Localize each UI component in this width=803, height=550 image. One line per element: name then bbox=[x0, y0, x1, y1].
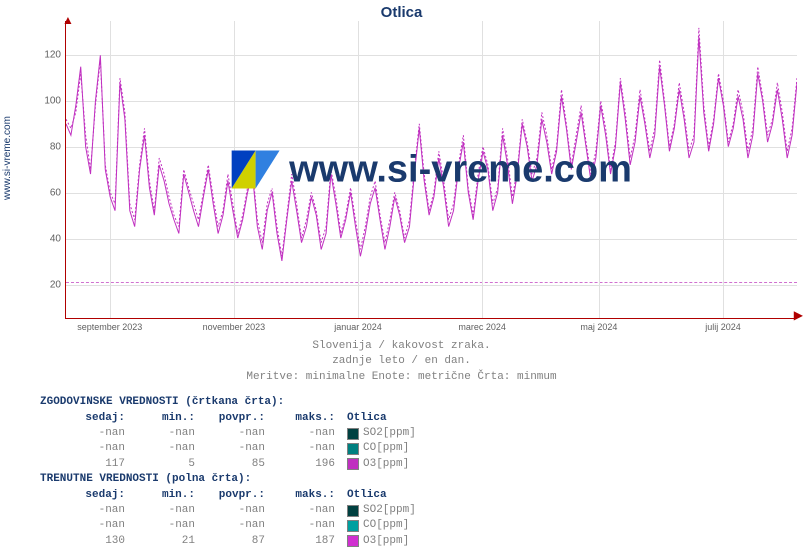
table-row: 117585196 O3[ppm] bbox=[40, 457, 803, 472]
legend-label: CO[ppm] bbox=[363, 518, 409, 533]
data-tables: ZGODOVINSKE VREDNOSTI (črtkana črta):sed… bbox=[40, 395, 803, 549]
table-cell: -nan bbox=[40, 503, 125, 518]
chart-area: 20 40 60 80 100 120 ▲ ▶ www.si-vreme.com sept… bbox=[35, 21, 797, 319]
table-row: -nan-nan-nan-nanCO[ppm] bbox=[40, 518, 803, 533]
table-cell: 85 bbox=[195, 457, 265, 472]
table-cell: -nan bbox=[265, 518, 335, 533]
y-tick-label: 20 bbox=[50, 279, 61, 290]
legend-label: O3[ppm] bbox=[363, 457, 409, 472]
table-columns-row: sedaj:min.:povpr.:maks.:Otlica bbox=[40, 411, 803, 426]
table-cell: -nan bbox=[195, 518, 265, 533]
table-cell: -nan bbox=[195, 503, 265, 518]
legend-header: Otlica bbox=[335, 411, 387, 426]
chart-title: Otlica bbox=[0, 0, 803, 21]
x-tick-label: marec 2024 bbox=[458, 318, 506, 332]
x-tick-label: januar 2024 bbox=[334, 318, 382, 332]
y-axis: 20 40 60 80 100 120 bbox=[35, 21, 63, 319]
legend-item: SO2[ppm] bbox=[335, 503, 416, 518]
x-tick-label: maj 2024 bbox=[580, 318, 617, 332]
table-columns-row: sedaj:min.:povpr.:maks.:Otlica bbox=[40, 488, 803, 503]
table-header: ZGODOVINSKE VREDNOSTI (črtkana črta): bbox=[40, 395, 803, 410]
legend-swatch-icon bbox=[347, 428, 359, 440]
table-col-header: povpr.: bbox=[195, 411, 265, 426]
table-cell: -nan bbox=[40, 441, 125, 456]
legend-item: O3[ppm] bbox=[335, 534, 409, 549]
table-cell: 187 bbox=[265, 534, 335, 549]
table-col-header: min.: bbox=[125, 411, 195, 426]
table-cell: -nan bbox=[265, 503, 335, 518]
table-row: -nan-nan-nan-nanSO2[ppm] bbox=[40, 503, 803, 518]
table-cell: -nan bbox=[40, 518, 125, 533]
table-col-header: povpr.: bbox=[195, 488, 265, 503]
table-cell: -nan bbox=[125, 441, 195, 456]
table-col-header: maks.: bbox=[265, 411, 335, 426]
caption-line-1: Slovenija / kakovost zraka. bbox=[0, 339, 803, 354]
table-cell: -nan bbox=[265, 426, 335, 441]
y-tick-label: 120 bbox=[44, 50, 61, 61]
table-cell: -nan bbox=[195, 426, 265, 441]
table-cell: 196 bbox=[265, 457, 335, 472]
table-cell: 5 bbox=[125, 457, 195, 472]
side-url-label: www.si-vreme.com bbox=[2, 116, 13, 200]
table-cell: -nan bbox=[195, 441, 265, 456]
y-tick-label: 100 bbox=[44, 96, 61, 107]
table-cell: 87 bbox=[195, 534, 265, 549]
table-col-header: sedaj: bbox=[40, 411, 125, 426]
legend-swatch-icon bbox=[347, 458, 359, 470]
caption-line-3: Meritve: minimalne Enote: metrične Črta:… bbox=[0, 370, 803, 385]
table-cell: -nan bbox=[125, 503, 195, 518]
legend-item: CO[ppm] bbox=[335, 441, 409, 456]
caption-line-2: zadnje leto / en dan. bbox=[0, 354, 803, 369]
legend-header: Otlica bbox=[335, 488, 387, 503]
series-svg bbox=[66, 21, 797, 318]
table-cell: 21 bbox=[125, 534, 195, 549]
legend-label: SO2[ppm] bbox=[363, 426, 416, 441]
table-cell: -nan bbox=[40, 426, 125, 441]
legend-swatch-icon bbox=[347, 505, 359, 517]
legend-label: O3[ppm] bbox=[363, 534, 409, 549]
table-cell: -nan bbox=[125, 518, 195, 533]
x-tick-label: september 2023 bbox=[77, 318, 142, 332]
plot-region: ▲ ▶ www.si-vreme.com september 2023novem… bbox=[65, 21, 797, 319]
table-cell: 117 bbox=[40, 457, 125, 472]
table-header: TRENUTNE VREDNOSTI (polna črta): bbox=[40, 472, 803, 487]
legend-swatch-icon bbox=[347, 520, 359, 532]
table-col-header: maks.: bbox=[265, 488, 335, 503]
legend-swatch-icon bbox=[347, 535, 359, 547]
current-values-table: TRENUTNE VREDNOSTI (polna črta):sedaj:mi… bbox=[40, 472, 803, 549]
y-tick-label: 60 bbox=[50, 187, 61, 198]
legend-label: SO2[ppm] bbox=[363, 503, 416, 518]
x-tick-label: november 2023 bbox=[203, 318, 266, 332]
table-row: -nan-nan-nan-nanSO2[ppm] bbox=[40, 426, 803, 441]
table-col-header: sedaj: bbox=[40, 488, 125, 503]
series-line bbox=[66, 37, 797, 261]
x-tick-label: julij 2024 bbox=[705, 318, 741, 332]
table-cell: -nan bbox=[125, 426, 195, 441]
legend-label: CO[ppm] bbox=[363, 441, 409, 456]
legend-item: O3[ppm] bbox=[335, 457, 409, 472]
table-row: -nan-nan-nan-nanCO[ppm] bbox=[40, 441, 803, 456]
legend-item: SO2[ppm] bbox=[335, 426, 416, 441]
chart-caption: Slovenija / kakovost zraka. zadnje leto … bbox=[0, 339, 803, 385]
historical-values-table: ZGODOVINSKE VREDNOSTI (črtkana črta):sed… bbox=[40, 395, 803, 472]
legend-swatch-icon bbox=[347, 443, 359, 455]
table-cell: -nan bbox=[265, 441, 335, 456]
table-row: 1302187187 O3[ppm] bbox=[40, 534, 803, 549]
y-tick-label: 80 bbox=[50, 142, 61, 153]
y-tick-label: 40 bbox=[50, 233, 61, 244]
legend-item: CO[ppm] bbox=[335, 518, 409, 533]
table-col-header: min.: bbox=[125, 488, 195, 503]
table-cell: 130 bbox=[40, 534, 125, 549]
